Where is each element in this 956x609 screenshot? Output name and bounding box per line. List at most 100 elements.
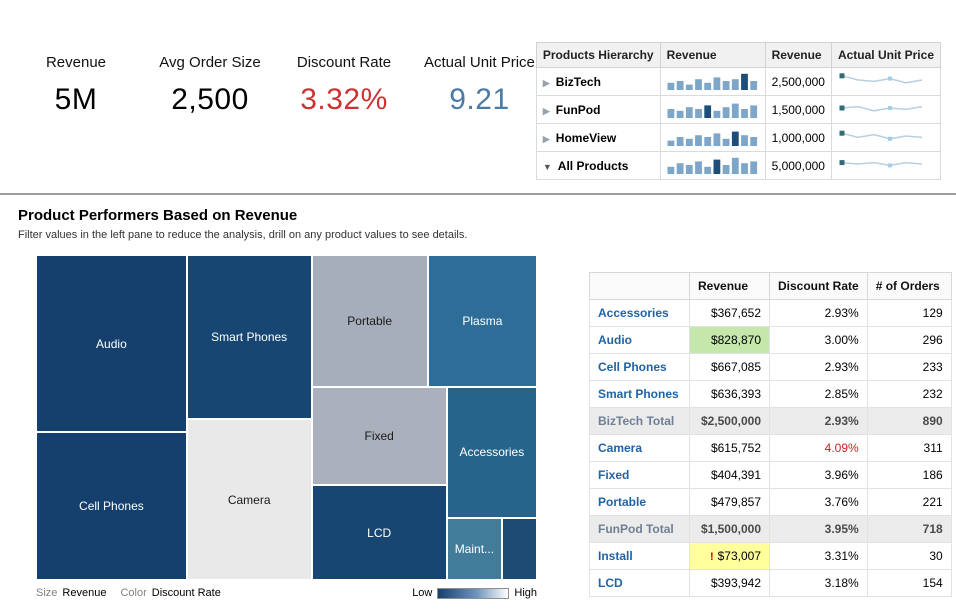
treemap-cell-lcd[interactable]: LCD — [311, 485, 447, 580]
treemap-cell-portable[interactable]: Portable — [311, 255, 428, 387]
kpi-avg-order-size-value: 2,500 — [171, 83, 249, 116]
legend-color-measure: Discount Rate — [151, 587, 221, 599]
revenue-sparkbar — [659, 95, 766, 124]
discount-rate-cell: 3.76% — [769, 488, 868, 516]
revenue-treemap: Audio Smart Phones Portable Plasma Cell Phon… — [36, 255, 537, 580]
section-subtitle: Filter values in the left pane to reduce… — [18, 229, 468, 241]
hierarchy-row-biztech: ▶ BizTech 2,500,000 — [535, 67, 942, 96]
performance-table: Revenue Discount Rate # of Orders Access… — [589, 272, 952, 597]
kpi-strip: Revenue 5M Avg Order Size 2,500 Discount… — [0, 0, 536, 193]
expand-icon[interactable]: ▶ — [542, 105, 550, 116]
revenue-cell: ! $73,007 — [689, 542, 770, 570]
orders-cell: 718 — [866, 515, 952, 543]
hierarchy-node-all-products[interactable]: ▼ All Products — [535, 151, 661, 180]
product-link-fixed[interactable]: Fixed — [589, 461, 690, 489]
kpi-revenue: Revenue 5M — [22, 54, 130, 193]
treemap-cell-label: Camera — [227, 492, 271, 507]
treemap-cell-label: Fixed — [364, 429, 394, 443]
product-link-smart-phones[interactable]: Smart Phones — [589, 380, 690, 408]
section-header: Product Performers Based on Revenue Filt… — [0, 195, 956, 241]
hierarchy-revenue-value: 2,500,000 — [764, 67, 832, 96]
treemap-cell-accessories[interactable]: Accessories — [446, 386, 537, 518]
orders-cell: 221 — [866, 488, 952, 516]
kpi-revenue-label: Revenue — [45, 54, 107, 71]
performance-header-orders: # of Orders — [866, 272, 952, 300]
orders-cell: 129 — [866, 299, 952, 327]
orders-cell: 233 — [866, 353, 952, 381]
treemap-cell-camera[interactable]: Camera — [186, 419, 312, 580]
product-link-lcd[interactable]: LCD — [589, 569, 690, 597]
hierarchy-node-label[interactable]: BizTech — [555, 74, 601, 89]
hierarchy-revenue-value: 1,500,000 — [764, 95, 832, 124]
hierarchy-node-label[interactable]: HomeView — [555, 130, 617, 145]
revenue-cell: $479,857 — [689, 488, 770, 516]
discount-rate-cell: 3.00% — [769, 326, 868, 354]
treemap-cell-maint[interactable]: Maint... — [446, 517, 502, 580]
treemap-cell-label: Plasma — [462, 313, 503, 328]
hierarchy-header-actual-unit-price: Actual Unit Price — [830, 42, 942, 68]
performance-header-revenue: Revenue — [689, 272, 770, 300]
revenue-cell: $2,500,000 — [689, 407, 770, 435]
revenue-sparkbar — [659, 67, 766, 96]
product-row-audio: Audio $828,870 3.00% 296 — [589, 326, 952, 354]
hierarchy-node-label[interactable]: FunPod — [555, 102, 601, 117]
treemap-cell-label: LCD — [367, 525, 392, 540]
total-row-funpod-total: FunPod Total $1,500,000 3.95% 718 — [589, 515, 952, 543]
hierarchy-revenue-value: 1,000,000 — [764, 123, 832, 152]
treemap-cell-label: Cell Phones — [79, 499, 144, 514]
hierarchy-header-revenue: Revenue — [764, 42, 832, 68]
hierarchy-node-homeview[interactable]: ▶ HomeView — [535, 123, 661, 152]
collapse-icon[interactable]: ▼ — [542, 161, 552, 172]
product-link-accessories[interactable]: Accessories — [589, 299, 690, 327]
product-link-camera[interactable]: Camera — [589, 434, 690, 462]
kpi-actual-unit-price: Actual Unit Price 9.21 — [424, 54, 535, 193]
hierarchy-node-biztech[interactable]: ▶ BizTech — [535, 67, 661, 96]
hierarchy-revenue-value: 5,000,000 — [764, 151, 832, 180]
expand-icon[interactable]: ▶ — [542, 133, 550, 144]
unit-price-sparkline — [830, 67, 942, 96]
kpi-actual-unit-price-value: 9.21 — [449, 83, 510, 116]
kpi-revenue-value: 5M — [54, 83, 98, 116]
treemap-cell-smart-phones[interactable]: Smart Phones — [186, 255, 312, 420]
treemap-cell-plasma[interactable]: Plasma — [427, 255, 537, 387]
discount-rate-cell: 3.96% — [769, 461, 868, 489]
section-divider — [0, 193, 956, 195]
product-row-lcd: LCD $393,942 3.18% 154 — [589, 569, 952, 597]
orders-cell: 890 — [866, 407, 952, 435]
expand-icon[interactable]: ▶ — [542, 77, 550, 88]
orders-cell: 186 — [866, 461, 952, 489]
hierarchy-node-label[interactable]: All Products — [557, 158, 629, 173]
hierarchy-header-products: Products Hierarchy — [535, 42, 661, 68]
discount-rate-cell: 3.31% — [769, 542, 868, 570]
products-hierarchy-table: Products Hierarchy Revenue Revenue Actua… — [535, 42, 942, 180]
hierarchy-row-funpod: ▶ FunPod 1,500,000 — [535, 95, 942, 124]
color-gradient-scale — [437, 587, 510, 599]
treemap-cell-fixed[interactable]: Fixed — [311, 386, 447, 486]
product-row-accessories: Accessories $367,652 2.93% 129 — [589, 299, 952, 327]
orders-cell: 232 — [866, 380, 952, 408]
total-row-label: FunPod Total — [589, 515, 690, 543]
product-link-cell-phones[interactable]: Cell Phones — [589, 353, 690, 381]
legend-low-label: Low — [412, 587, 433, 599]
discount-rate-cell: 4.09% — [769, 434, 868, 462]
orders-cell: 30 — [866, 542, 952, 570]
hierarchy-header-revenue-trend: Revenue — [659, 42, 766, 68]
orders-cell: 311 — [866, 434, 952, 462]
treemap-cell-unlabeled[interactable] — [501, 517, 537, 580]
product-link-install[interactable]: Install — [589, 542, 690, 570]
revenue-cell: $615,752 — [689, 434, 770, 462]
product-link-audio[interactable]: Audio — [589, 326, 690, 354]
treemap-cell-audio[interactable]: Audio — [36, 255, 187, 433]
discount-rate-cell: 3.18% — [769, 569, 868, 597]
hierarchy-row-homeview: ▶ HomeView 1,000,000 — [535, 123, 942, 152]
legend-size-key: Size — [36, 587, 58, 599]
legend-color-key: Color — [120, 587, 147, 599]
discount-rate-cell: 2.93% — [769, 407, 868, 435]
product-row-cell-phones: Cell Phones $667,085 2.93% 233 — [589, 353, 952, 381]
performance-header-discount-rate: Discount Rate — [769, 272, 868, 300]
product-link-portable[interactable]: Portable — [589, 488, 690, 516]
performance-header-product — [589, 272, 690, 300]
treemap-cell-cell-phones[interactable]: Cell Phones — [36, 432, 187, 580]
hierarchy-node-funpod[interactable]: ▶ FunPod — [535, 95, 661, 124]
discount-rate-cell: 2.93% — [769, 299, 868, 327]
